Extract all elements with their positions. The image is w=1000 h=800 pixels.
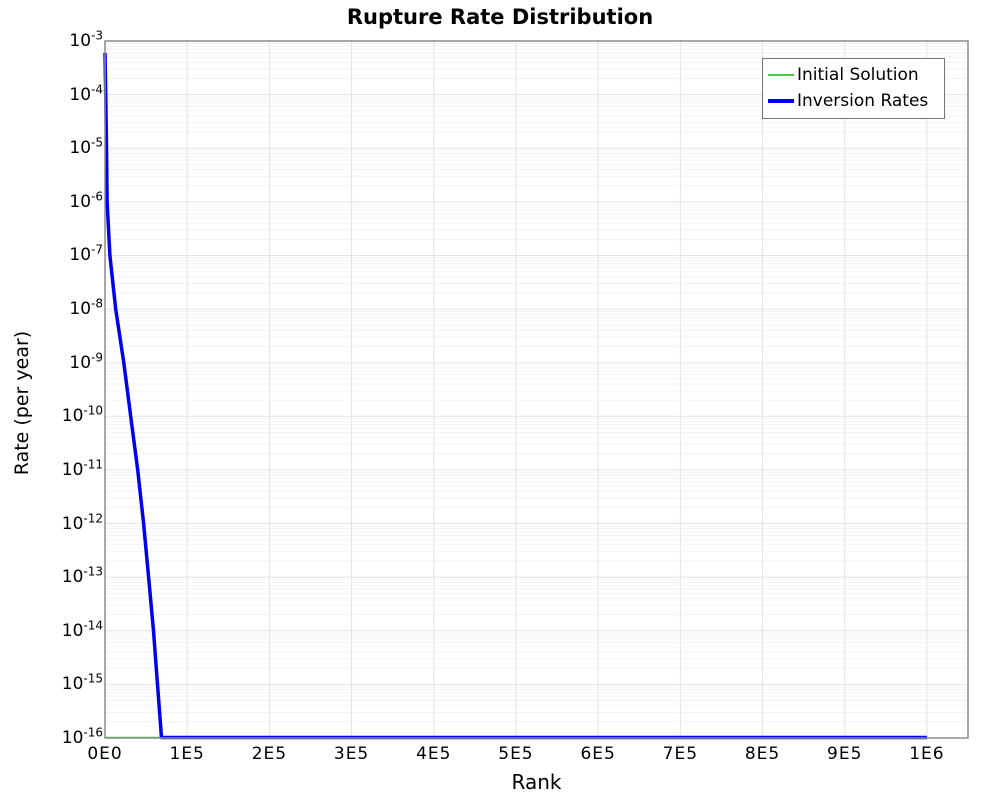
y-tick-label: 10-14 (61, 618, 103, 641)
y-tick-label: 10-5 (69, 135, 103, 159)
y-tick-label: 10-13 (61, 564, 103, 588)
x-tick-label: 9E5 (827, 744, 863, 764)
x-tick-label: 1E5 (169, 744, 205, 764)
y-tick-label: 10-3 (69, 28, 103, 52)
legend-item-inversion-rates: Inversion Rates (768, 88, 940, 114)
y-tick-label: 10-10 (61, 403, 103, 427)
y-tick-label: 10-9 (69, 350, 103, 373)
y-tick-label: 10-4 (69, 82, 103, 105)
chart-title: Rupture Rate Distribution (346, 5, 654, 29)
x-tick-label: 5E5 (498, 744, 534, 764)
y-tick-label: 10-12 (61, 511, 103, 534)
x-tick-label: 3E5 (333, 744, 370, 764)
y-axis-label: Rate (per year) (11, 330, 33, 476)
x-tick-label: 4E5 (416, 744, 452, 764)
y-tick-label: 10-16 (61, 725, 103, 749)
series-line-inversion-rates (103, 52, 927, 740)
x-tick-label: 0E0 (87, 744, 123, 764)
x-tick-label: 6E5 (580, 744, 616, 764)
plot-background (105, 41, 968, 738)
axes-border (104, 40, 969, 739)
x-tick-label: 8E5 (744, 744, 781, 764)
y-tick-label: 10-6 (69, 189, 103, 213)
legend-line-swatch-inversion-rates (768, 99, 794, 103)
x-axis-label: Rank (511, 770, 562, 794)
legend-label-initial-solution: Initial Solution (797, 65, 919, 85)
x-tick-label: 7E5 (662, 744, 699, 764)
y-tick-label: 10-11 (61, 457, 103, 481)
x-tick-label: 2E5 (251, 744, 288, 764)
legend-item-initial-solution: Initial Solution (768, 62, 940, 88)
legend: Initial Solution Inversion Rates (762, 58, 945, 119)
y-tick-label: 10-7 (69, 242, 103, 266)
y-tick-label: 10-15 (61, 671, 103, 695)
legend-line-swatch-initial-solution (768, 74, 794, 76)
legend-label-inversion-rates: Inversion Rates (797, 91, 929, 111)
x-tick-label: 1E6 (909, 744, 945, 764)
y-tick-label: 10-8 (69, 296, 103, 320)
